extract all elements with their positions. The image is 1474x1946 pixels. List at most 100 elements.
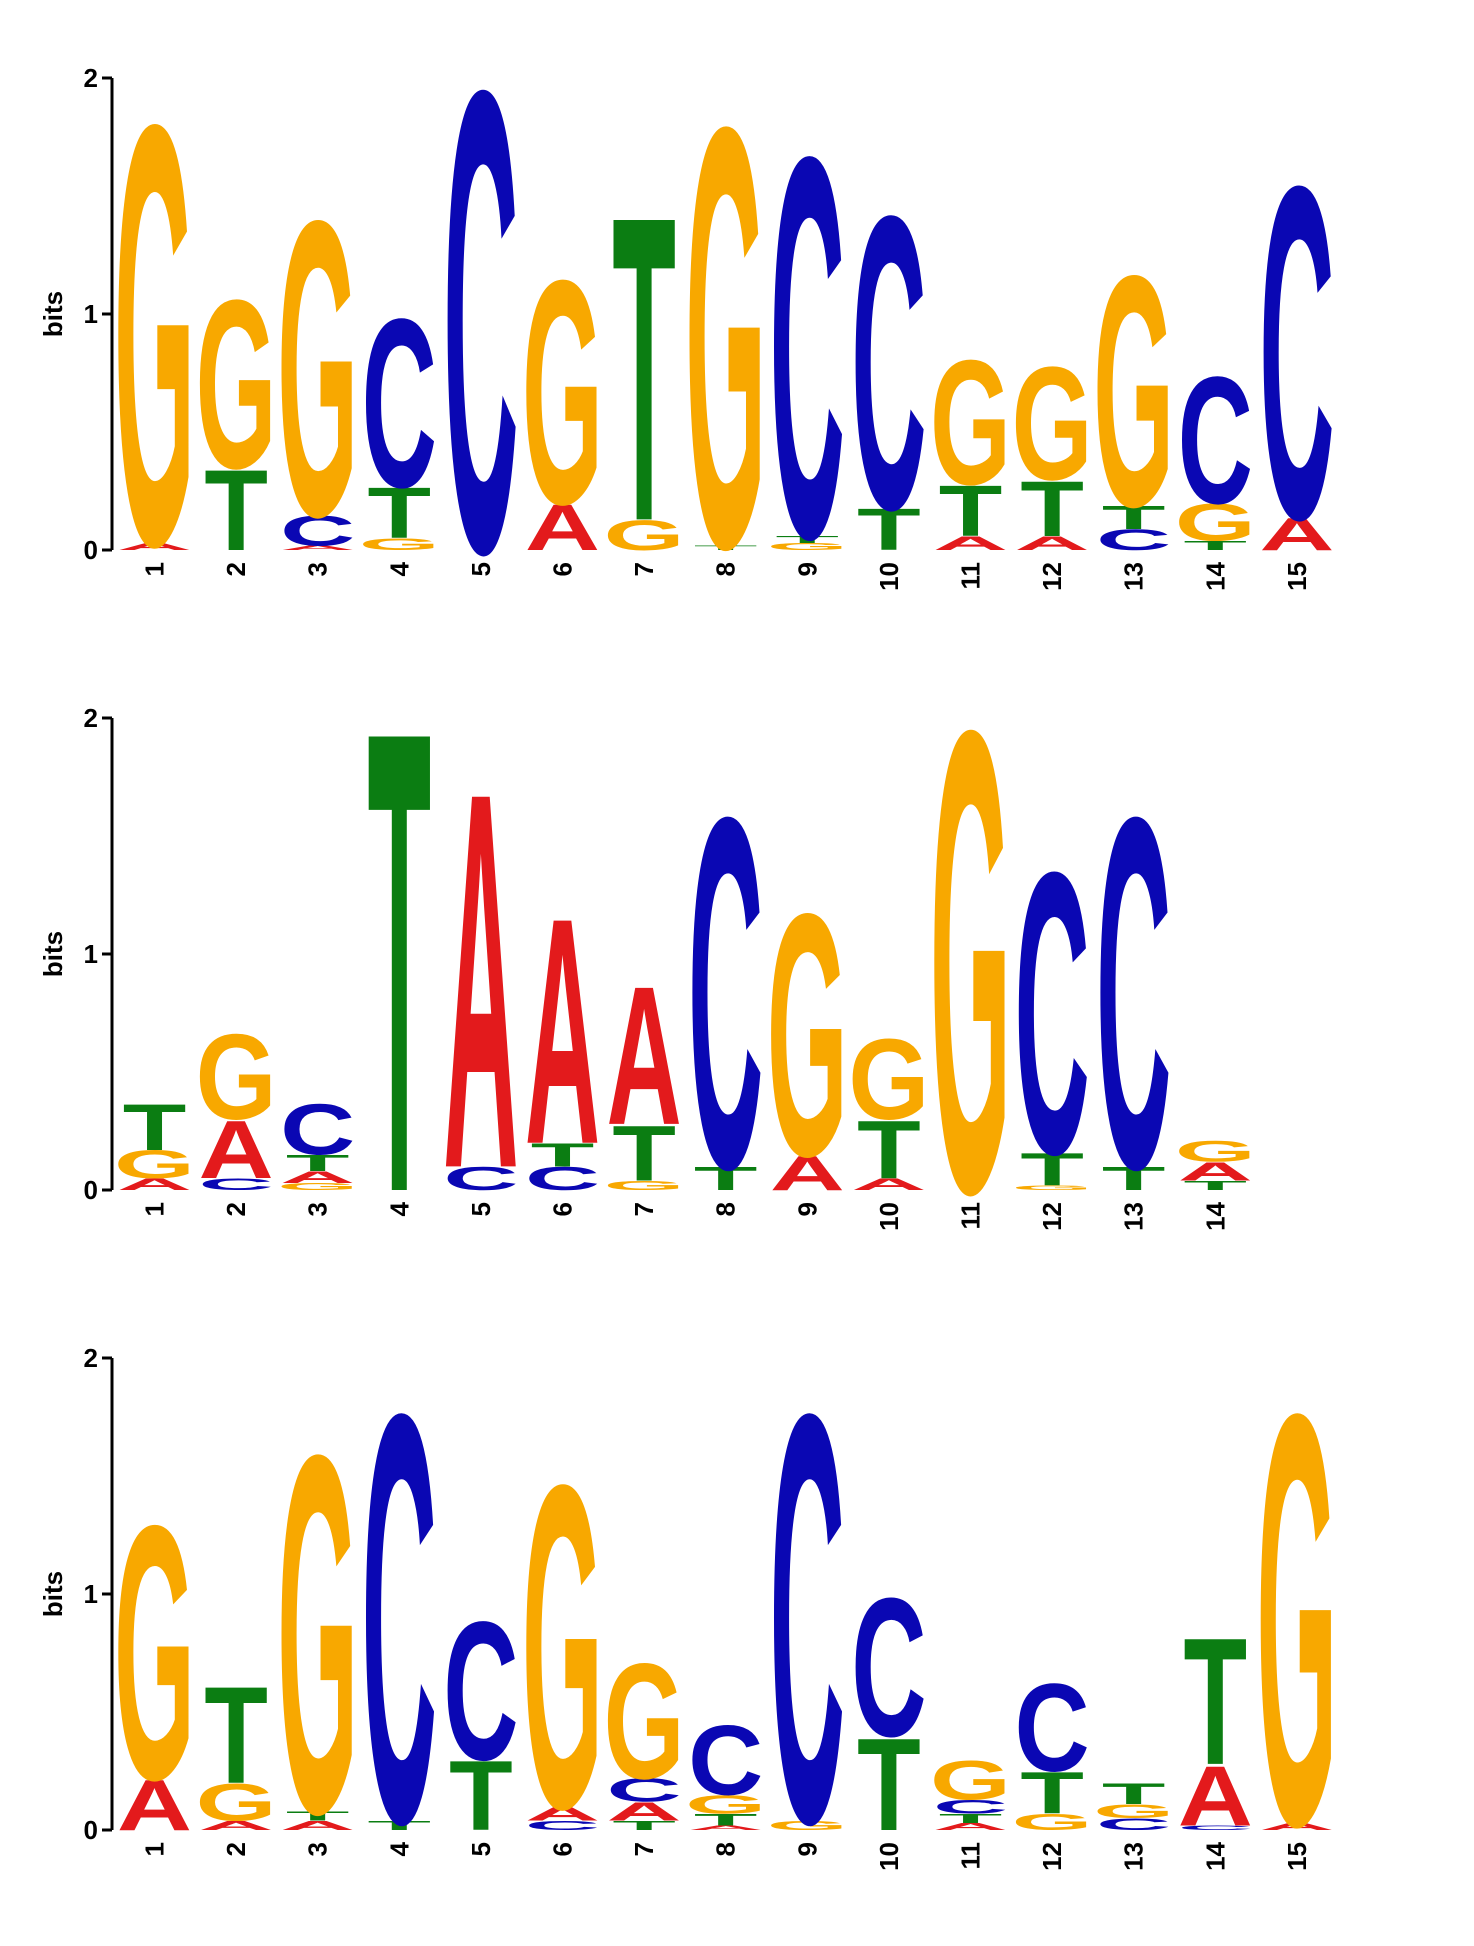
logo-letter-T: T (857, 496, 921, 563)
x-tick-label: 10 (874, 562, 904, 591)
x-tick-label: 6 (548, 1842, 578, 1856)
x-tick-label: 10 (874, 1202, 904, 1231)
logo-letter-C: C (443, 1161, 518, 1198)
logo-letter-C: C (851, 1558, 926, 1778)
logo-letter-C: C (443, 0, 518, 691)
logo-letter-C: C (770, 1293, 845, 1945)
x-tick-label: 3 (303, 1202, 333, 1216)
logo-letter-G: G (1012, 1809, 1093, 1835)
x-tick-label: 1 (140, 1842, 170, 1856)
logo-letter-G: G (196, 251, 277, 520)
logo-letter-C: C (443, 1581, 518, 1801)
logo-letter-G: G (114, 1143, 195, 1187)
logo-letter-G: G (1093, 207, 1174, 575)
logo-letter-A: A (117, 541, 192, 552)
logo-letter-C: C (280, 507, 355, 555)
logo-letter-A: A (525, 491, 600, 564)
x-tick-label: 2 (221, 1202, 251, 1216)
logo-letter-G: G (685, 3, 766, 673)
y-tick-label: 2 (84, 703, 98, 733)
logo-letter-A: A (688, 1824, 763, 1831)
x-tick-label: 9 (792, 1842, 822, 1856)
y-tick-label: 1 (84, 299, 98, 329)
logo-letter-G: G (767, 843, 848, 1229)
x-tick-label: 1 (140, 562, 170, 576)
x-tick-label: 6 (548, 1202, 578, 1216)
logo-letter-G: G (767, 541, 848, 552)
logo-letter-C: C (1178, 340, 1253, 542)
x-tick-label: 5 (466, 562, 496, 576)
logo-letter-A: A (280, 1818, 355, 1833)
x-tick-label: 12 (1037, 1842, 1067, 1871)
x-tick-label: 14 (1200, 1201, 1230, 1230)
logo-letter-G: G (196, 1773, 277, 1832)
logo-letter-T: T (939, 471, 1003, 552)
x-tick-label: 14 (1200, 1841, 1230, 1870)
x-tick-label: 3 (303, 1842, 333, 1856)
y-tick-label: 0 (84, 1815, 98, 1845)
x-tick-label: 4 (384, 1841, 414, 1856)
x-tick-label: 5 (466, 1202, 496, 1216)
logo-letter-T: T (368, 474, 432, 555)
logo-letter-C: C (688, 712, 763, 1273)
logo-letter-T: T (204, 447, 268, 575)
logo-letter-G: G (930, 595, 1011, 1331)
logo-letter-G: G (604, 1630, 685, 1814)
logo-letter-C: C (688, 1705, 763, 1816)
logo-letter-A: A (851, 1175, 926, 1193)
logo-letter-C: C (607, 1772, 682, 1809)
logo-letter-G: G (930, 1748, 1011, 1811)
x-tick-label: 5 (466, 1842, 496, 1856)
x-tick-label: 13 (1119, 1202, 1149, 1231)
y-tick-label: 1 (84, 1579, 98, 1609)
logo-letter-T: T (1102, 1161, 1166, 1198)
logo-letter-C: C (525, 1161, 600, 1198)
x-tick-label: 9 (792, 1202, 822, 1216)
logo-letter-T: T (286, 1150, 350, 1176)
x-tick-label: 12 (1037, 1202, 1067, 1231)
x-tick-label: 10 (874, 1842, 904, 1871)
logo-letter-A: A (770, 1146, 845, 1201)
y-tick-label: 0 (84, 535, 98, 565)
x-tick-label: 7 (629, 1842, 659, 1856)
logo-letter-T: T (368, 1818, 432, 1833)
x-tick-label: 14 (1200, 561, 1230, 590)
x-tick-label: 4 (384, 1201, 414, 1216)
logo-letter-A: A (607, 1797, 682, 1827)
logo-letter-A: A (1259, 1821, 1334, 1832)
logo-letter-G: G (522, 215, 603, 571)
x-tick-label: 2 (221, 1842, 251, 1856)
logo-letter-T: T (1184, 538, 1248, 553)
logo-letter-A: A (933, 1821, 1008, 1832)
x-tick-label: 7 (629, 562, 659, 576)
logo-letter-A: A (199, 1104, 274, 1196)
x-tick-label: 9 (792, 562, 822, 576)
logo-letter-G: G (114, 1, 195, 671)
logo-letter-C: C (1259, 87, 1334, 617)
logo-letter-T: T (857, 1104, 921, 1196)
logo-letter-G: G (1256, 1294, 1337, 1946)
y-tick-label: 0 (84, 1175, 98, 1205)
y-tick-label: 1 (84, 939, 98, 969)
logo-letter-A: A (1178, 1157, 1253, 1187)
logo-letter-G: G (685, 1790, 766, 1820)
logo-letter-A: A (1178, 1749, 1253, 1844)
logo-letter-C: C (770, 44, 845, 651)
logo-letter-T: T (694, 1161, 758, 1198)
logo-letter-G: G (277, 134, 358, 605)
logo-letter-G: G (930, 323, 1011, 522)
logo-letter-G: G (277, 1181, 358, 1192)
y-axis-label: bits (38, 291, 68, 337)
logo-letter-T: T (1184, 1601, 1248, 1803)
x-tick-label: 13 (1119, 1842, 1149, 1871)
y-tick-label: 2 (84, 1343, 98, 1373)
logo-letter-A: A (280, 1168, 355, 1186)
logo-letter-C: C (851, 129, 926, 597)
x-tick-label: 8 (711, 1202, 741, 1216)
logo-letter-C: C (280, 1090, 355, 1171)
logo-letter-G: G (277, 1350, 358, 1921)
logo-letter-G: G (196, 1009, 277, 1146)
x-tick-label: 3 (303, 562, 333, 576)
x-tick-label: 8 (711, 562, 741, 576)
